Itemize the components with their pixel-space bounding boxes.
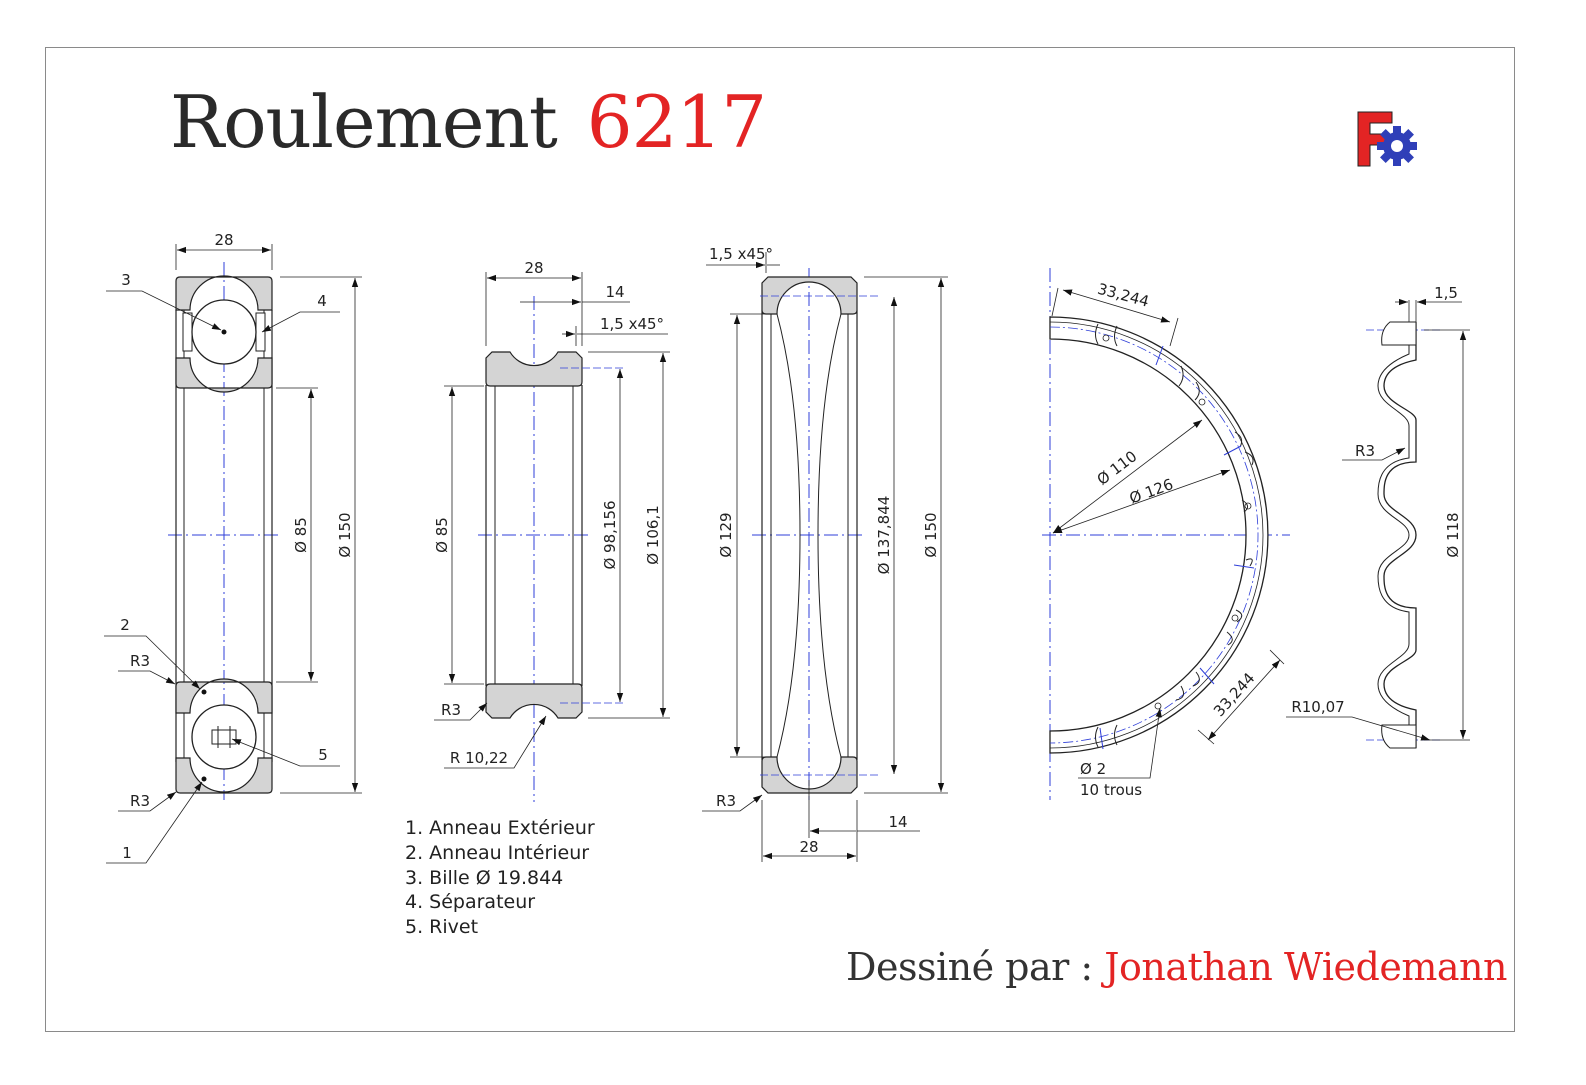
v4-pitch-bottom: 33,244 [1210,669,1259,720]
drawing-title: Roulement 6217 [170,86,767,158]
view-cage-side: 1,5 R3 R10,07 Ø 118 [1286,284,1470,749]
v3-shoulder-diameter: Ø 129 [717,512,735,557]
view-assembly-section: 28 Ø 150 Ø 85 3 4 2 R3 5 R3 1 [104,231,362,864]
callout-2: 2 [120,616,130,634]
sheet-border [45,47,1515,1032]
callout-5: 5 [318,746,328,764]
v3-half-dim: 14 [888,813,907,831]
v3-width-dim: 28 [799,838,818,856]
v4-inner-diameter: Ø 110 [1094,447,1141,489]
v3-outer-diameter: Ø 150 [922,512,940,557]
v2-groove-radius: R 10,22 [450,749,508,767]
v1-radius-top: R3 [130,652,150,670]
v1-radius-bottom: R3 [130,792,150,810]
parts-legend: 1. Anneau Extérieur 2. Anneau Intérieur … [405,816,595,940]
v5-radius-small: R3 [1355,442,1375,460]
callout-1: 1 [122,844,132,862]
v4-hole-diameter: Ø 2 [1080,760,1106,778]
v4-hole-count: 10 trous [1080,781,1142,799]
v5-diameter: Ø 118 [1444,512,1462,557]
v2-shoulder-diameter: Ø 106,1 [644,505,662,565]
author-name: Jonathan Wiedemann [1104,945,1507,989]
view-inner-ring: 28 14 1,5 x45° Ø 106,1 Ø 98,156 Ø 85 R3 … [433,259,670,802]
v2-radius: R3 [441,701,461,719]
v1-outer-diameter-dim: Ø 150 [336,512,354,557]
freecad-logo-icon [1357,111,1417,167]
view-outer-ring: 1,5 x45° Ø 150 Ø 137,844 Ø 129 R3 14 28 [702,245,948,862]
v2-width-dim: 28 [524,259,543,277]
legend-item: 5. Rivet [405,916,479,939]
v1-inner-diameter-dim: Ø 85 [292,517,310,553]
v1-width-dim: 28 [214,231,233,249]
drawn-by: Dessiné par : Jonathan Wiedemann [846,948,1507,986]
legend-item: 2. Anneau Intérieur [405,841,590,864]
v3-radius: R3 [716,792,736,810]
title-number: 6217 [586,80,767,164]
v2-half-dim: 14 [605,283,624,301]
legend-item: 1. Anneau Extérieur [405,817,595,839]
callout-4: 4 [317,292,327,310]
v5-thickness-dim: 1,5 [1434,284,1458,302]
v4-outer-diameter: Ø 126 [1127,475,1176,507]
v2-chamfer-dim: 1,5 x45° [600,315,664,333]
view-cage-front: 33,244 Ø 110 Ø 126 33,244 Ø 2 10 trous [1042,268,1290,800]
legend-item: 4. Séparateur [405,891,536,914]
v2-race-diameter: Ø 98,156 [601,500,619,569]
v3-race-diameter: Ø 137,844 [875,496,893,575]
drawn-by-label: Dessiné par : [846,945,1093,989]
title-text: Roulement [170,80,558,164]
v3-chamfer-dim: 1,5 x45° [709,245,773,263]
legend-item: 3. Bille Ø 19.844 [405,866,564,889]
v2-bore-diameter: Ø 85 [433,517,451,553]
v4-pitch-top: 33,244 [1096,280,1151,311]
v5-radius-large: R10,07 [1291,698,1344,716]
callout-3: 3 [121,271,131,289]
